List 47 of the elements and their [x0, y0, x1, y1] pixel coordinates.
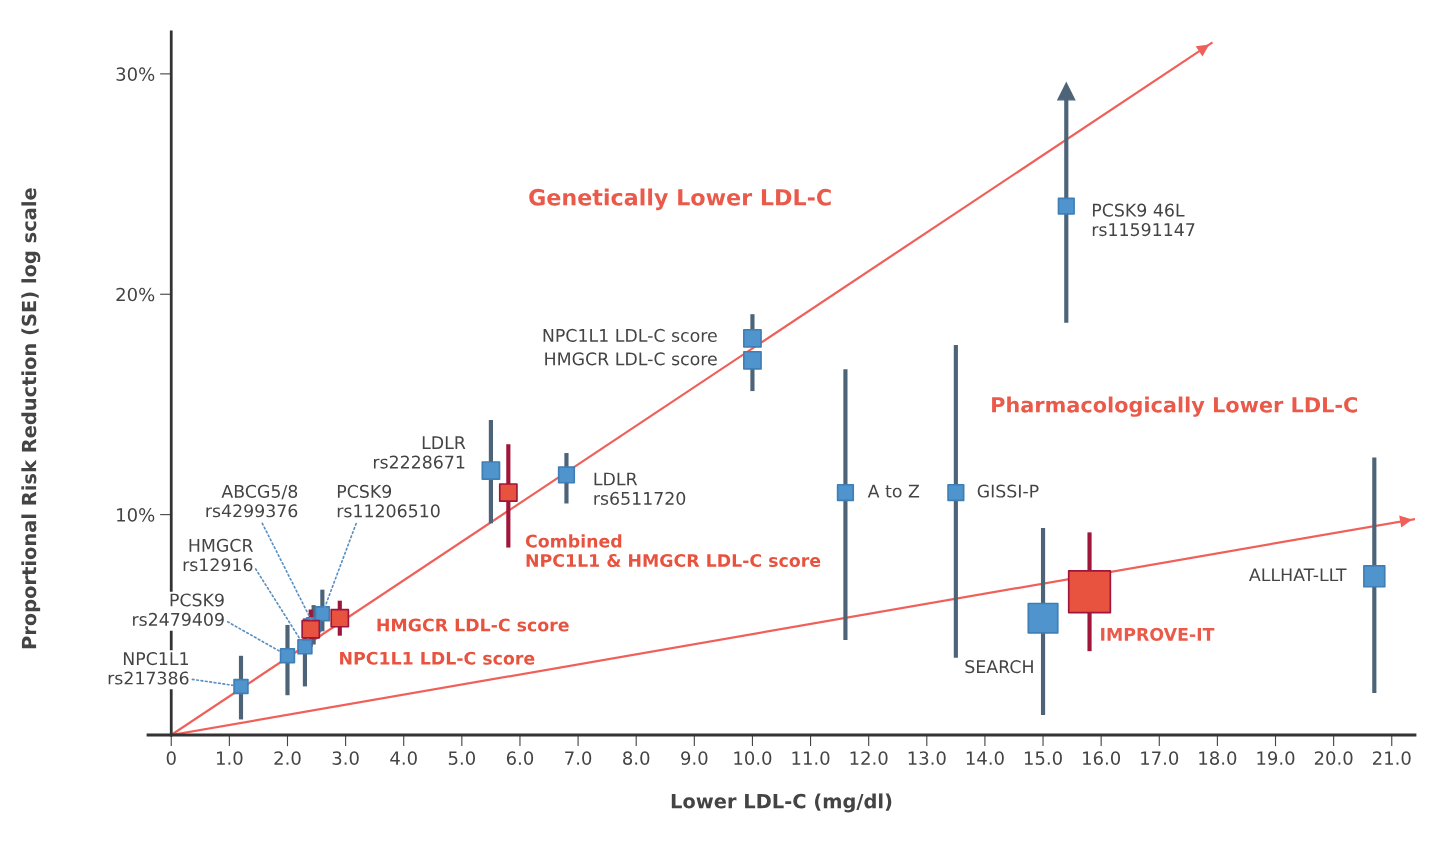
x-tick-label: 9.0 [681, 751, 708, 765]
x-tick-label: 20.0 [1314, 751, 1353, 765]
annotation: LDLR rs6511720 [594, 472, 686, 505]
annotation: NPC1L1 rs217386 [108, 652, 189, 685]
annotation: GISSI-P [977, 484, 1039, 498]
x-tick-label: 17.0 [1141, 751, 1179, 765]
annotation: Pharmacologically Lower LDL-C [992, 396, 1358, 417]
annotation: IMPROVE-IT [1101, 627, 1215, 641]
x-tick-label: 12.0 [850, 751, 888, 765]
x-tick-label: 0 [166, 751, 176, 765]
x-tick-label: 7.0 [565, 751, 592, 765]
annotation: PCSK9 rs11206510 [337, 484, 440, 518]
annotation: ALLHAT-LLT [1249, 568, 1347, 582]
annotation: Genetically Lower LDL-C [529, 188, 831, 211]
x-axis-title: Lower LDL-C (mg/dl) [671, 793, 892, 813]
x-tick-label: 5.0 [448, 751, 475, 765]
annotation: PCSK9 46L rs11591147 [1092, 203, 1195, 237]
annotation: Combined NPC1L1 & HMGCR LDL-C score [525, 534, 821, 568]
x-tick-label: 3.0 [332, 751, 359, 765]
x-tick-label: 16.0 [1083, 751, 1121, 765]
annotation: SEARCH [965, 660, 1033, 674]
x-tick-label: 8.0 [623, 751, 650, 765]
annotation: HMGCR LDL-C score [377, 618, 569, 632]
x-tick-label: 2.0 [274, 751, 301, 765]
x-tick-label: 11.0 [792, 751, 830, 765]
x-tick-label: 6.0 [506, 751, 534, 765]
x-tick-label: 10.0 [734, 751, 772, 765]
annotation: HMGCR LDL-C score [545, 352, 717, 366]
x-tick-label: 21.0 [1372, 751, 1411, 765]
annotation: NPC1L1 LDL-C score [543, 328, 717, 342]
x-tick-label: 1.0 [216, 751, 243, 765]
x-tick-label: 14.0 [966, 751, 1004, 765]
y-tick-label: 20% [116, 287, 155, 302]
annotation: LDLR rs2228671 [373, 436, 466, 469]
x-tick-label: 18.0 [1199, 751, 1237, 765]
x-tick-label: 15.0 [1024, 751, 1062, 765]
x-tick-label: 4.0 [390, 751, 417, 765]
y-axis-title: Proportional Risk Reduction (SE) log scale [21, 188, 41, 649]
x-tick-label: 13.0 [908, 751, 946, 765]
annotation: HMGCR rs12916 [183, 538, 254, 572]
y-tick-label: 10% [117, 508, 155, 522]
annotation: NPC1L1 LDL-C score [340, 651, 535, 665]
y-tick-label: 30% [116, 67, 155, 81]
annotation: PCSK9 rs2479409 [133, 593, 224, 626]
annotation: ABCG5/8 rs4299376 [206, 484, 298, 518]
annotation: A to Z [867, 484, 920, 498]
x-tick-label: 19.0 [1257, 751, 1295, 765]
